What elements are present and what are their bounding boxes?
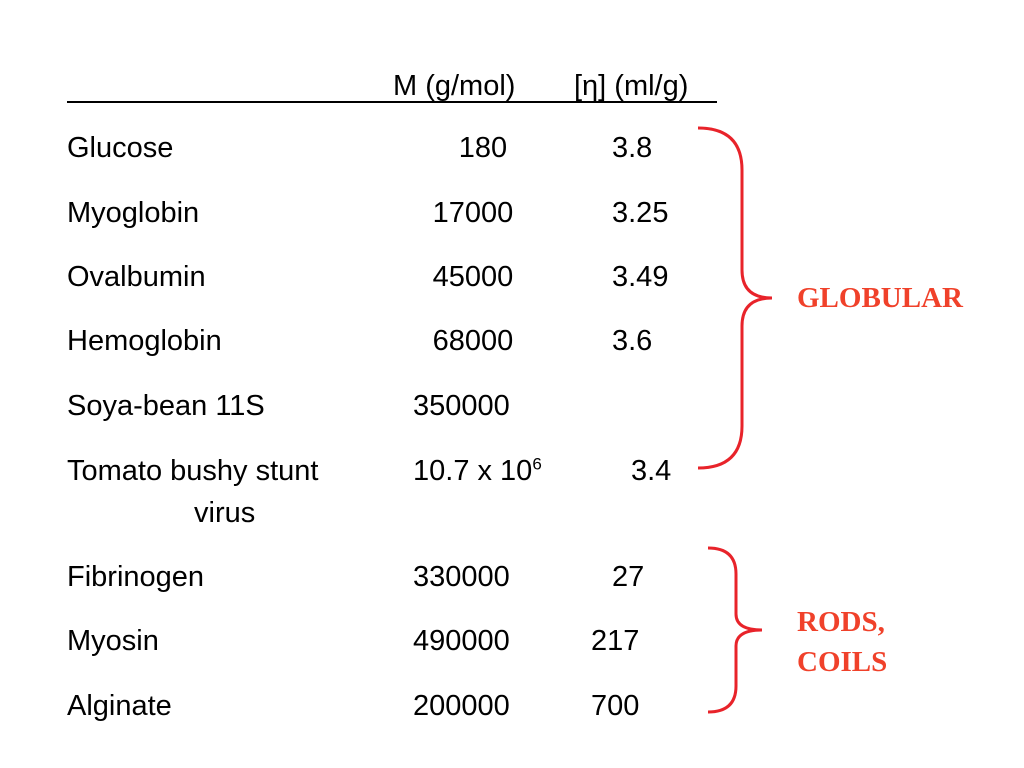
row-mass: 180 [458,132,508,164]
rods-coils-brace-path [707,546,763,714]
row-viscosity: 217 [591,625,640,657]
row-mass-base: 10.7 x 10 [413,455,533,487]
row-viscosity: 3.25 [612,197,669,229]
row-viscosity: 3.6 [612,325,653,357]
row-viscosity: 700 [591,690,640,722]
row-name: Fibrinogen [67,561,205,593]
row-mass: 17000 [432,197,514,229]
row-mass: 490000 [413,625,510,657]
row-viscosity: 27 [612,561,645,593]
globular-brace-path [697,126,773,470]
globular-label: GLOBULAR [797,282,963,314]
viscosity-column-header-text: [η] (ml/g) [574,70,689,102]
globular-brace [697,126,773,470]
mass-column-header: M (g/mol) [393,70,516,102]
row-name: Ovalbumin [67,261,206,293]
row-mass: 200000 [413,690,510,722]
row-name: Alginate [67,690,172,722]
row-name: Hemoglobin [67,325,222,357]
viscosity-column-header: [η] (ml/g) [574,69,688,103]
row-mass: 10.7 x 106 [413,454,542,488]
row-viscosity: 3.4 [631,455,672,487]
row-mass-exponent: 6 [532,454,542,474]
row-name: Glucose [67,132,174,164]
row-name: Myoglobin [67,197,200,229]
row-name: Myosin [67,625,159,657]
rods-coils-label-line2: COILS [797,646,888,678]
rods-coils-brace [707,546,763,714]
row-name: Tomato bushy stunt [67,455,319,487]
header-underline [67,101,717,103]
row-mass: 68000 [432,325,514,357]
row-viscosity: 3.49 [612,261,669,293]
row-name-continuation: virus [194,497,256,529]
row-viscosity: 3.8 [612,132,653,164]
row-mass: 330000 [413,561,510,593]
rods-coils-label-line1: RODS, [797,606,885,638]
row-name: Soya-bean 11S [67,390,265,422]
row-mass: 45000 [432,261,514,293]
row-mass: 350000 [413,390,510,422]
